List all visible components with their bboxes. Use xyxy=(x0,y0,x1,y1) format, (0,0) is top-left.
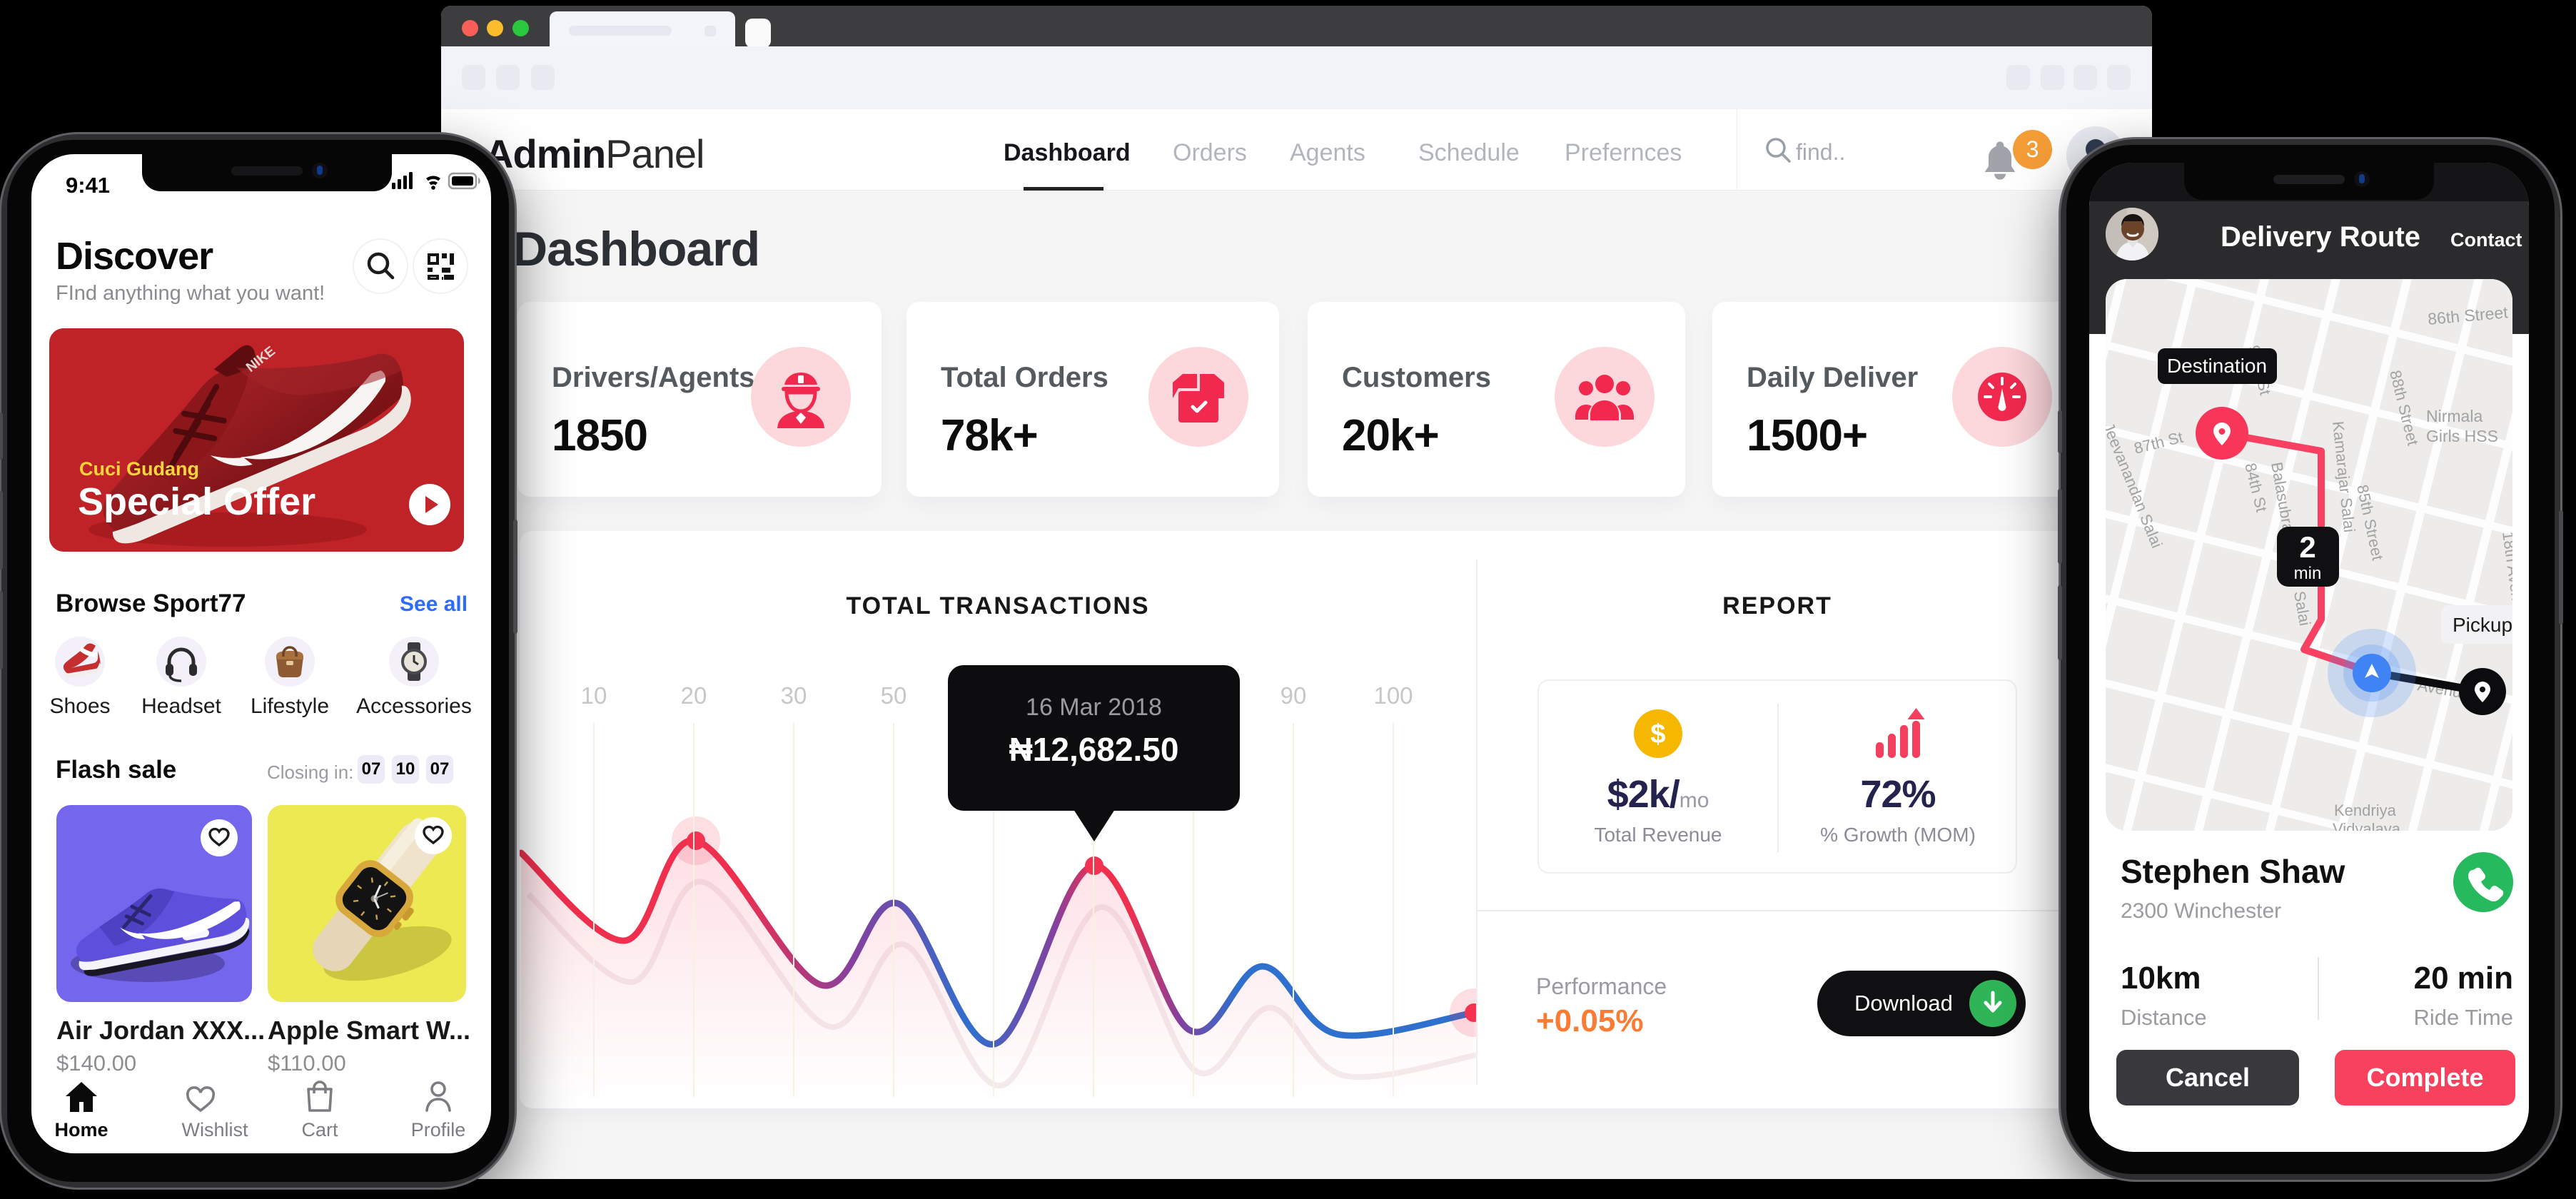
svg-text:Vidyalaya: Vidyalaya xyxy=(2333,820,2401,831)
svg-text:$: $ xyxy=(1650,719,1665,749)
svg-text:min: min xyxy=(2294,564,2322,583)
svg-text:Pickup: Pickup xyxy=(2453,614,2512,636)
svg-text:Destination: Destination xyxy=(2167,355,2267,377)
svg-text:2: 2 xyxy=(2299,530,2315,564)
svg-text:Nirmala: Nirmala xyxy=(2426,407,2482,425)
svg-text:Kendriya: Kendriya xyxy=(2334,801,2397,819)
svg-text:Girls HSS: Girls HSS xyxy=(2426,427,2498,445)
